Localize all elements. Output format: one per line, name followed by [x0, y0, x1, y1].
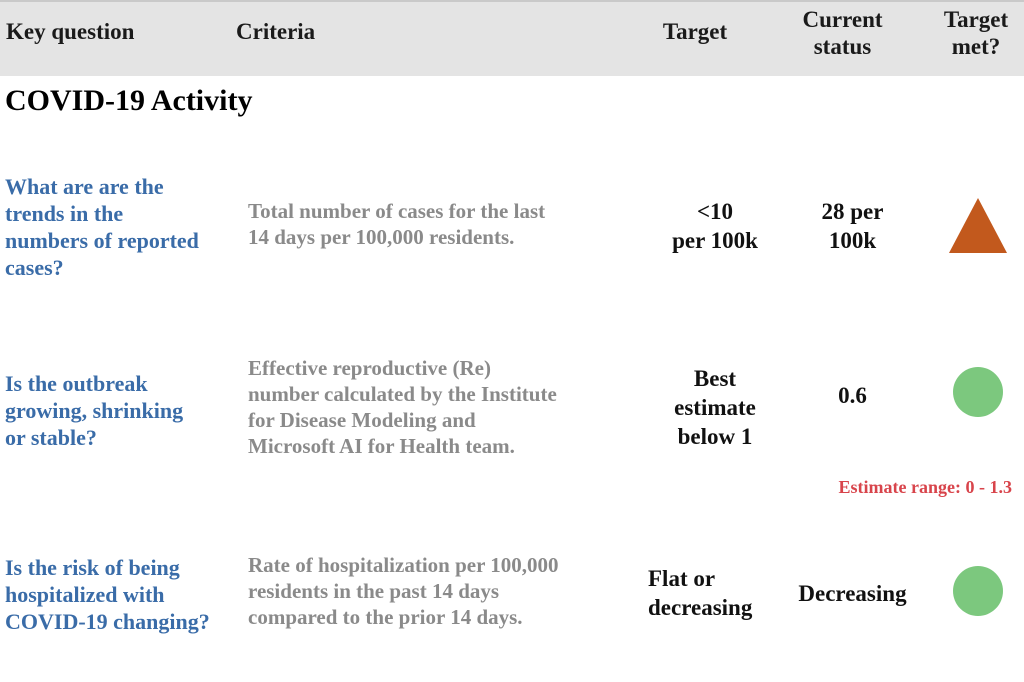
target-text: Best estimate below 1: [674, 366, 756, 449]
table-header-row: Key question Criteria Target Current sta…: [0, 0, 1024, 76]
circle-icon: [953, 367, 1003, 417]
column-header-key-question: Key question: [6, 19, 135, 44]
circle-icon: [953, 566, 1003, 616]
target-met-cell: [926, 198, 1024, 253]
table-row: Is the risk of being hospitalized with C…: [0, 552, 1024, 635]
column-header-criteria: Criteria: [236, 19, 316, 44]
current-status-text: Decreasing: [798, 581, 907, 606]
target-met-cell: [926, 566, 1024, 616]
criteria-text: Rate of hospitalization per 100,000 resi…: [248, 553, 559, 629]
table-row: What are are the trends in the numbers o…: [0, 171, 1024, 281]
triangle-up-icon: [949, 198, 1007, 253]
criteria-text: Effective reproductive (Re) number calcu…: [248, 356, 557, 458]
column-header-current-status: Current status: [802, 7, 883, 59]
estimate-range-note: Estimate range: 0 - 1.3: [838, 477, 1012, 497]
table-row: Is the outbreak growing, shrinking or st…: [0, 355, 1024, 459]
section-title: COVID-19 Activity: [5, 84, 253, 117]
target-text: Flat or decreasing: [648, 566, 753, 620]
current-status-text: 28 per 100k: [821, 199, 884, 253]
key-question-text: What are are the trends in the numbers o…: [5, 174, 199, 280]
key-question-text: Is the outbreak growing, shrinking or st…: [5, 371, 184, 450]
current-status-text: 0.6: [838, 383, 867, 408]
target-text: <10 per 100k: [672, 199, 758, 253]
target-met-cell: [926, 367, 1024, 417]
column-header-target-met: Target met?: [943, 7, 1009, 59]
column-header-target: Target: [662, 19, 728, 44]
key-question-text: Is the risk of being hospitalized with C…: [5, 555, 210, 634]
criteria-text: Total number of cases for the last 14 da…: [248, 199, 546, 249]
